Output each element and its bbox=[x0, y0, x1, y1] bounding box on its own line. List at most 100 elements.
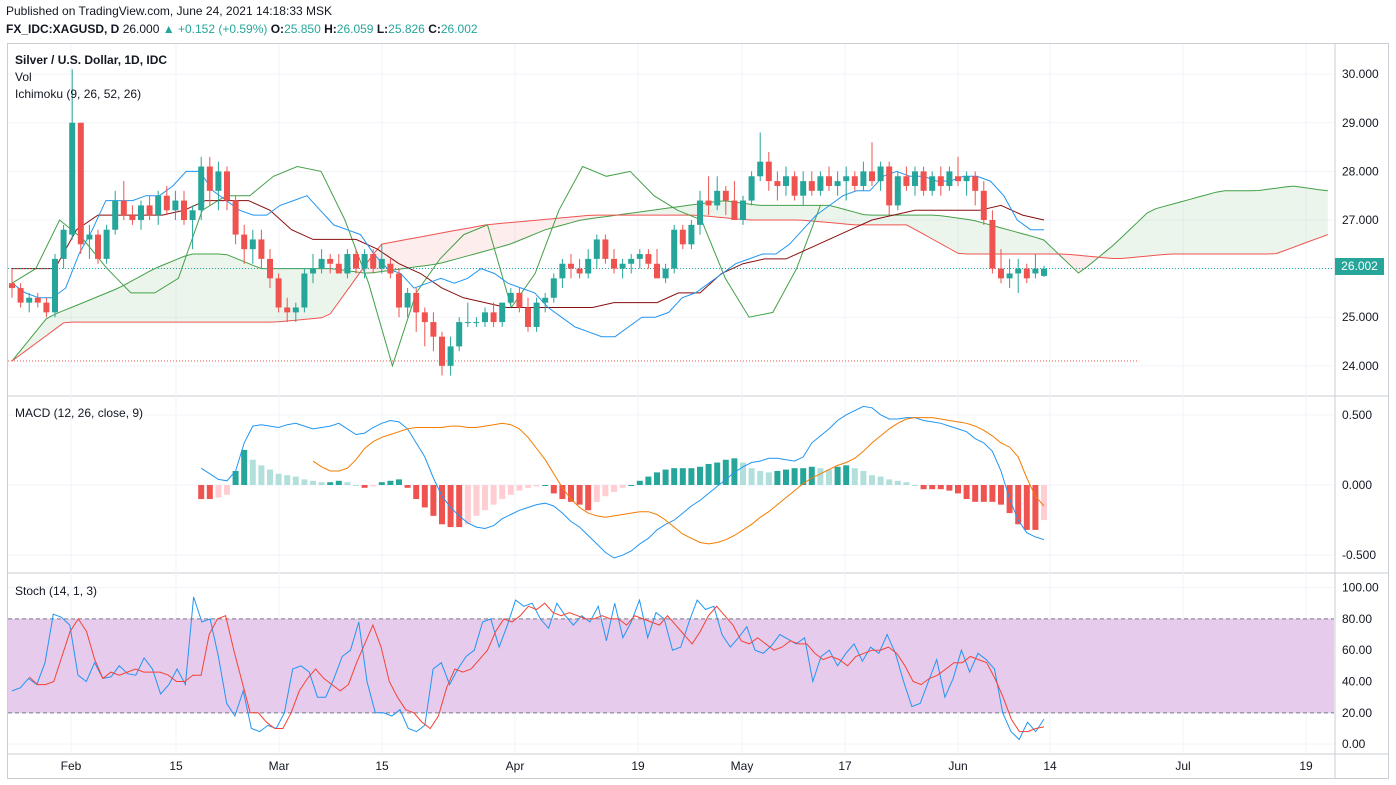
ichimoku-cloud-segment bbox=[287, 268, 296, 321]
ichimoku-cloud-segment bbox=[252, 265, 262, 323]
ichimoku-cloud-segment bbox=[1293, 186, 1302, 248]
macd-histogram-bar bbox=[421, 485, 428, 508]
x-tick-label: May bbox=[731, 759, 754, 773]
candle bbox=[714, 176, 721, 211]
ichimoku-cloud-segment bbox=[132, 275, 141, 323]
candle bbox=[705, 176, 712, 216]
ichimoku-cloud-segment bbox=[777, 205, 786, 220]
candle-body bbox=[731, 200, 738, 220]
ichimoku-cloud-segment bbox=[1121, 229, 1130, 259]
candle bbox=[482, 307, 488, 327]
candle-body bbox=[688, 224, 695, 245]
ichimoku-cloud-segment bbox=[553, 217, 563, 228]
ichimoku-cloud-segment bbox=[63, 307, 73, 323]
candle-body bbox=[1032, 268, 1039, 274]
high-label: H: bbox=[324, 22, 337, 36]
x-tick-label: 14 bbox=[1043, 759, 1057, 773]
macd-histogram-bar bbox=[473, 485, 480, 516]
macd-line bbox=[200, 405, 1045, 559]
candle bbox=[877, 161, 884, 191]
candle-body bbox=[301, 273, 308, 308]
candle bbox=[490, 302, 497, 327]
ichimoku-cloud-segment bbox=[1181, 199, 1191, 255]
ichimoku-cloud-segment bbox=[175, 256, 184, 323]
candle bbox=[69, 69, 76, 240]
open-label: O: bbox=[270, 22, 285, 36]
ichimoku-cloud-segment bbox=[854, 212, 864, 225]
candle bbox=[783, 166, 789, 196]
candle bbox=[189, 205, 196, 250]
ichimoku-cloud-segment bbox=[1035, 237, 1044, 255]
macd-histogram-bar bbox=[783, 469, 789, 485]
x-tick-label: Mar bbox=[269, 759, 290, 773]
candle bbox=[955, 156, 961, 186]
ichimoku-cloud-segment bbox=[829, 205, 838, 224]
candle-body bbox=[834, 181, 841, 186]
last-price-tag: 26.002 bbox=[1335, 258, 1384, 275]
macd-histogram-bar bbox=[267, 469, 273, 485]
ichimoku-cloud-segment bbox=[158, 263, 167, 323]
candle-body bbox=[17, 288, 24, 303]
ichimoku-cloud-segment bbox=[1087, 256, 1096, 267]
candle-body bbox=[791, 176, 798, 196]
candle-body bbox=[206, 166, 213, 191]
candle bbox=[361, 249, 368, 279]
candle bbox=[542, 292, 549, 313]
ichimoku-cloud-segment bbox=[1198, 194, 1208, 255]
candle bbox=[370, 249, 377, 274]
macd-histogram-bar bbox=[1015, 485, 1022, 525]
ichimoku-cloud-segment bbox=[1190, 196, 1199, 255]
candle bbox=[1023, 263, 1030, 284]
candle bbox=[525, 297, 531, 332]
candle bbox=[533, 297, 540, 332]
candle-body bbox=[619, 263, 626, 269]
ichimoku-cloud-segment bbox=[1276, 186, 1285, 254]
ichimoku-cloud-segment bbox=[1259, 189, 1268, 255]
ichimoku-cloud-segment bbox=[218, 254, 227, 323]
ichimoku-cloud-segment bbox=[227, 254, 236, 323]
x-tick-label: Feb bbox=[61, 759, 82, 773]
candle bbox=[946, 166, 953, 191]
candle bbox=[198, 156, 205, 220]
ichimoku-cloud-segment bbox=[1284, 186, 1294, 251]
ichimoku-cloud-segment bbox=[390, 240, 399, 271]
candle-body bbox=[671, 229, 678, 269]
candle-body bbox=[525, 307, 531, 327]
main-pane-title: Silver / U.S. Dollar, 1D, IDC bbox=[15, 53, 168, 67]
macd-histogram-bar bbox=[955, 485, 961, 494]
candle-body bbox=[843, 176, 850, 182]
candle-body bbox=[542, 297, 549, 303]
candle bbox=[378, 244, 385, 274]
macd-histogram-bar bbox=[525, 485, 531, 488]
macd-histogram-bar bbox=[912, 485, 918, 486]
candle-body bbox=[550, 278, 557, 298]
x-tick-label: 15 bbox=[169, 759, 183, 773]
candle bbox=[447, 336, 454, 376]
candle bbox=[972, 171, 979, 206]
candle-body bbox=[482, 312, 488, 323]
candle-body bbox=[95, 234, 101, 259]
candle bbox=[181, 190, 187, 225]
macd-histogram-bar bbox=[490, 485, 497, 505]
macd-histogram-bar bbox=[576, 485, 583, 505]
symbol-name[interactable]: FX_IDC:XAGUSD, D bbox=[6, 22, 120, 36]
candle bbox=[671, 224, 678, 274]
candle-body bbox=[43, 302, 50, 313]
candle-body bbox=[1015, 268, 1022, 274]
candle-body bbox=[318, 258, 325, 269]
candle bbox=[593, 234, 600, 269]
candle bbox=[550, 273, 557, 303]
ichimoku-cloud-segment bbox=[1018, 232, 1027, 255]
candle-body bbox=[456, 322, 463, 347]
macd-histogram-bar bbox=[447, 485, 454, 528]
macd-histogram-bar bbox=[318, 482, 325, 485]
ichimoku-cloud-segment bbox=[321, 268, 331, 318]
price-tick-label: 29.000 bbox=[1342, 116, 1379, 130]
candle-body bbox=[120, 200, 127, 216]
candle-body bbox=[886, 166, 893, 206]
candle bbox=[636, 249, 643, 269]
candle bbox=[619, 258, 626, 279]
stoch-tick-label: 20.00 bbox=[1342, 706, 1372, 720]
ichimoku-cloud-segment bbox=[536, 219, 546, 234]
